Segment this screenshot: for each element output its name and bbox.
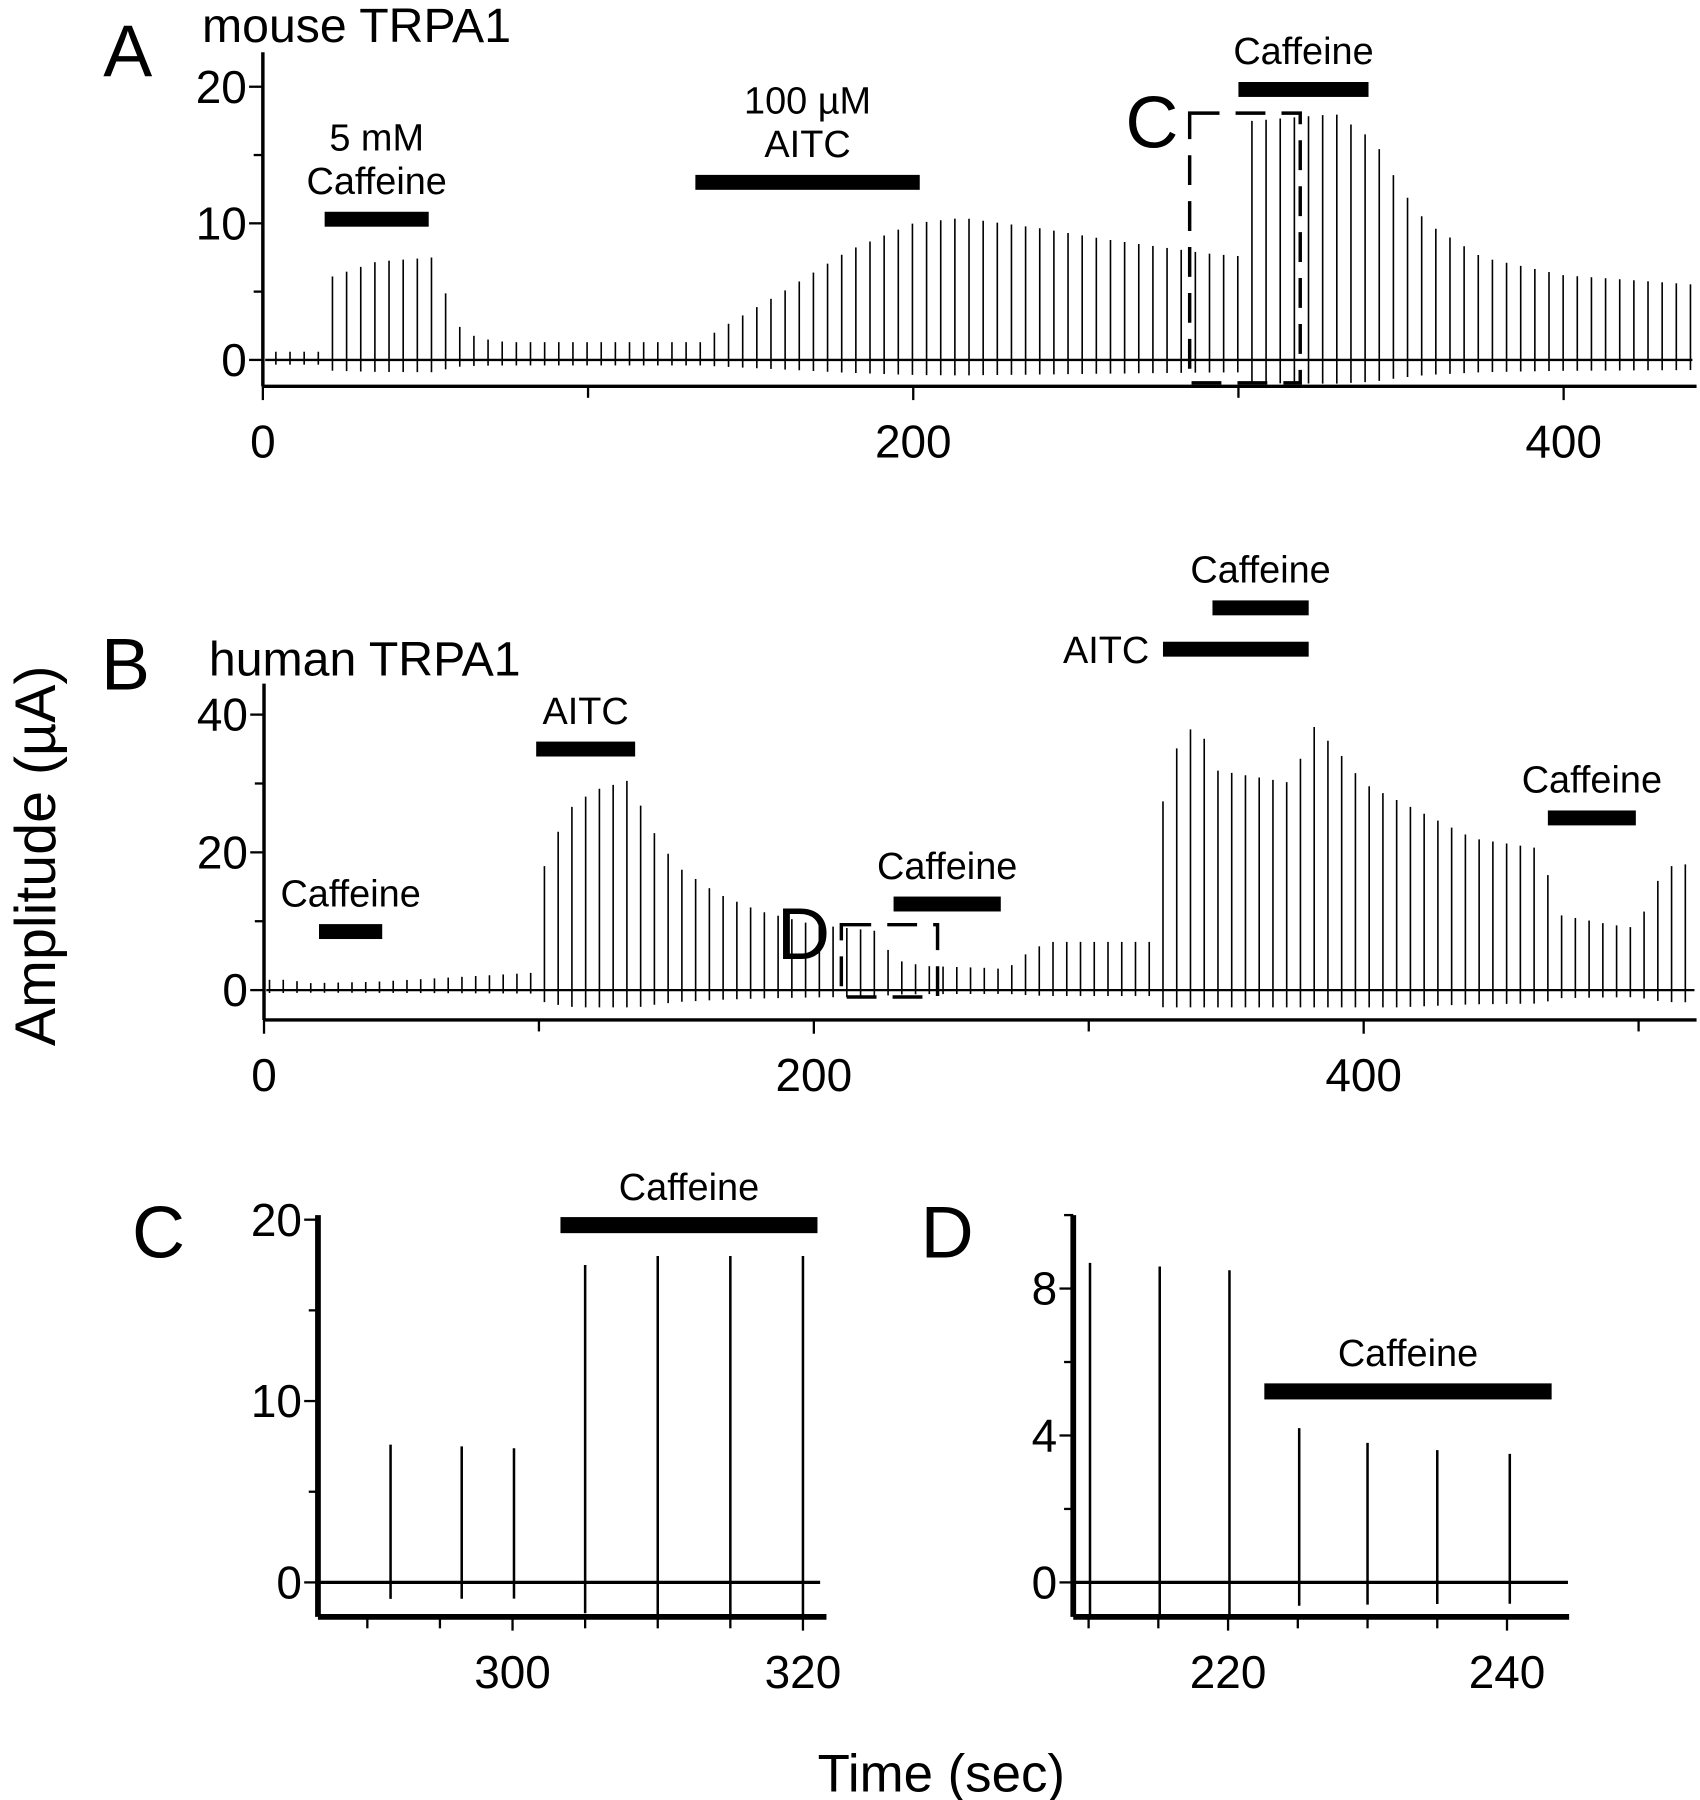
x-tick-label: 240 bbox=[1469, 1646, 1546, 1698]
y-tick-label: 0 bbox=[276, 1556, 302, 1608]
application-label: Caffeine bbox=[1233, 31, 1373, 73]
x-tick-label: 220 bbox=[1190, 1646, 1267, 1698]
x-tick-label: 0 bbox=[250, 415, 276, 467]
panel-letter: D bbox=[921, 1191, 974, 1274]
application-bar bbox=[1238, 82, 1369, 97]
inset-label: C bbox=[1125, 81, 1178, 164]
inset-region-box bbox=[1187, 111, 1302, 385]
application-bar bbox=[1547, 810, 1636, 826]
application-bar bbox=[318, 924, 383, 940]
application-label: Caffeine bbox=[307, 161, 447, 203]
y-tick-label: 10 bbox=[251, 1375, 302, 1427]
panel-letter: C bbox=[132, 1191, 185, 1274]
y-tick-label: 20 bbox=[197, 826, 248, 878]
application-label: 100 µM bbox=[744, 80, 871, 122]
application-label: AITC bbox=[764, 124, 850, 166]
application-label: Caffeine bbox=[280, 873, 420, 915]
application-label: 5 mM bbox=[329, 117, 424, 159]
x-tick-label: 200 bbox=[776, 1049, 853, 1101]
inset-region-box bbox=[839, 922, 940, 999]
application-bar bbox=[536, 741, 636, 757]
application-bar bbox=[1264, 1383, 1552, 1400]
y-tick-label: 20 bbox=[196, 61, 247, 113]
y-tick-label: 0 bbox=[1032, 1556, 1058, 1608]
application-label: Caffeine bbox=[1522, 760, 1662, 802]
y-tick-label: 10 bbox=[196, 197, 247, 249]
inset-label: D bbox=[777, 892, 830, 975]
x-axis-label: Time (sec) bbox=[818, 1744, 1065, 1800]
x-tick-label: 300 bbox=[474, 1646, 551, 1698]
application-label: AITC bbox=[543, 691, 629, 733]
application-label: Caffeine bbox=[1190, 550, 1330, 592]
x-tick-label: 400 bbox=[1525, 415, 1602, 467]
panel-title: mouse TRPA1 bbox=[202, 0, 511, 53]
y-tick-label: 0 bbox=[221, 334, 247, 386]
panel-letter: B bbox=[101, 622, 150, 705]
panel-letter: A bbox=[103, 9, 152, 92]
application-bar bbox=[1162, 641, 1309, 657]
y-tick-label: 0 bbox=[222, 964, 248, 1016]
application-bar bbox=[1212, 600, 1309, 616]
application-bar bbox=[893, 896, 1001, 912]
application-bar bbox=[324, 211, 429, 227]
panel-title: human TRPA1 bbox=[209, 633, 521, 687]
y-tick-label: 4 bbox=[1032, 1410, 1058, 1462]
x-tick-label: 400 bbox=[1325, 1049, 1402, 1101]
application-label: Caffeine bbox=[619, 1167, 759, 1209]
panel-D: D 0 4 8 220 240 Caffeine bbox=[921, 1191, 1570, 1698]
y-tick-label: 8 bbox=[1032, 1263, 1058, 1315]
x-tick-label: 320 bbox=[765, 1646, 842, 1698]
application-label: Caffeine bbox=[877, 846, 1017, 888]
x-tick-label: 0 bbox=[251, 1049, 277, 1101]
y-axis-label: Amplitude (µA) bbox=[4, 665, 68, 1046]
application-bar bbox=[695, 174, 920, 190]
y-tick-label: 20 bbox=[251, 1194, 302, 1246]
y-tick-label: 40 bbox=[197, 689, 248, 741]
application-label: AITC bbox=[1063, 630, 1149, 672]
panel-C: C 0 10 20 300 320 Caffeine bbox=[132, 1167, 841, 1698]
application-bar bbox=[560, 1217, 818, 1234]
x-tick-label: 200 bbox=[875, 415, 952, 467]
application-label: Caffeine bbox=[1338, 1333, 1478, 1375]
